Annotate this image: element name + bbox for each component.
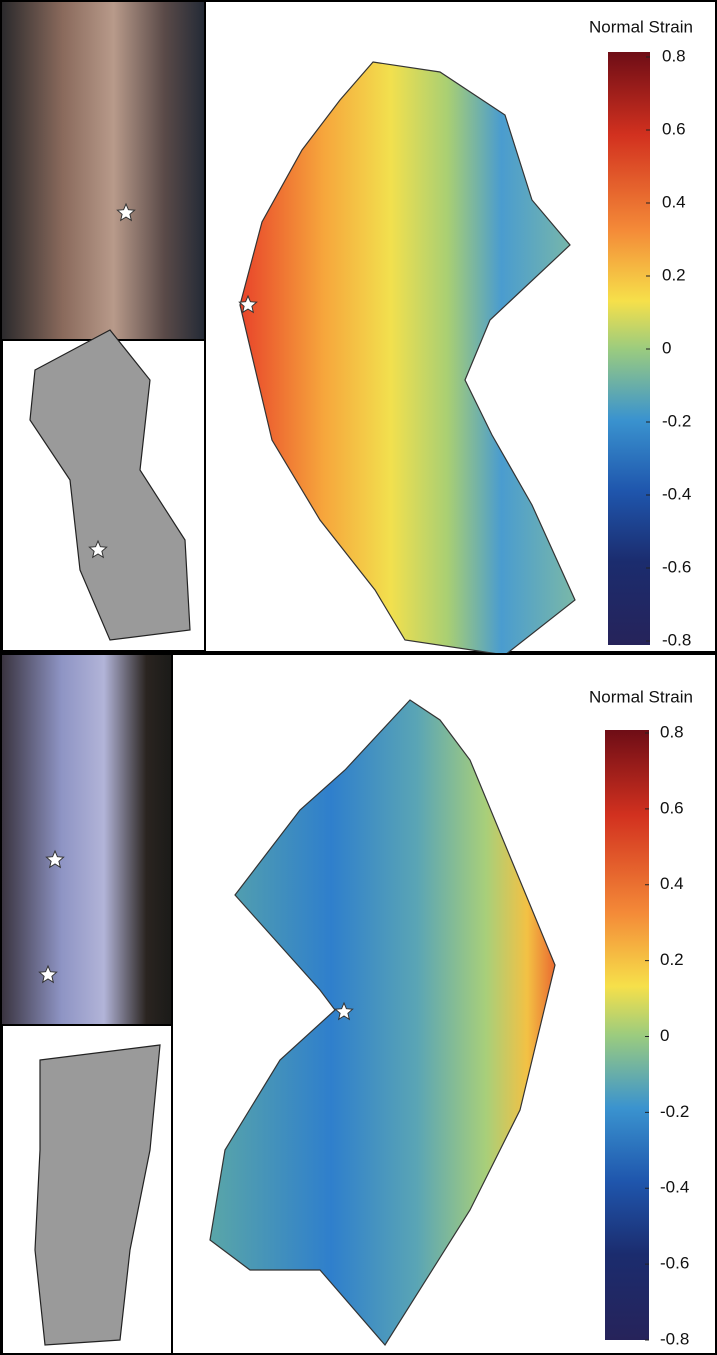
colorbar-tick-label: 0.2 bbox=[662, 265, 686, 284]
colorbar-tick-label: -0.2 bbox=[662, 411, 691, 430]
colorbar-tick-label: -0.2 bbox=[660, 1102, 689, 1121]
photo bbox=[2, 655, 172, 1025]
colorbar bbox=[608, 52, 650, 645]
colorbar-tick-label: 0.8 bbox=[660, 722, 684, 741]
figure: Normal Strain 0.8 0.6 0.4 0.2 0 -0.2 -0.4 -0.6 -0… bbox=[0, 0, 717, 1355]
colorbar-title: Normal Strain bbox=[589, 687, 693, 706]
colorbar-tick-label: -0.8 bbox=[660, 1329, 689, 1348]
colorbar-tick-label: -0.4 bbox=[662, 484, 691, 503]
colorbar-tick-label: 0.4 bbox=[662, 192, 686, 211]
colorbar-tick-label: -0.6 bbox=[662, 557, 691, 576]
colorbar-tick-label: 0.6 bbox=[660, 798, 684, 817]
colorbar bbox=[605, 730, 649, 1340]
colorbar-title: Normal Strain bbox=[589, 17, 693, 36]
colorbar-tick-label: 0 bbox=[660, 1026, 669, 1045]
photo bbox=[2, 2, 205, 340]
colorbar-tick-label: -0.8 bbox=[662, 630, 691, 649]
colorbar-tick-label: 0.8 bbox=[662, 46, 686, 65]
colorbar-tick-label: 0.2 bbox=[660, 950, 684, 969]
colorbar-tick-label: 0.6 bbox=[662, 119, 686, 138]
colorbar-tick-label: 0 bbox=[662, 338, 671, 357]
colorbar-tick-label: -0.6 bbox=[660, 1254, 689, 1273]
colorbar-tick-label: 0.4 bbox=[660, 874, 684, 893]
colorbar-tick-label: -0.4 bbox=[660, 1178, 689, 1197]
